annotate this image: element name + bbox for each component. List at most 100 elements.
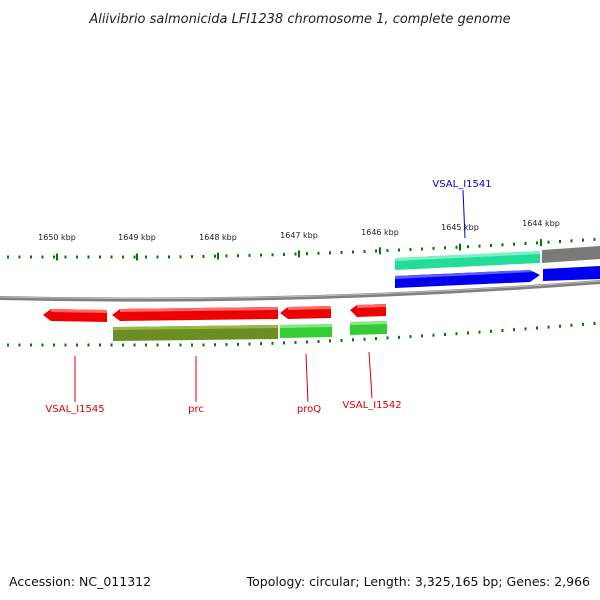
ruler-dot (513, 242, 515, 246)
inner-ruler (7, 322, 596, 347)
ruler-dot (76, 343, 78, 347)
ruler-dot (76, 255, 78, 259)
ruler-dot (271, 253, 274, 257)
ruler-dot (179, 255, 182, 259)
ruler-dot (202, 254, 205, 258)
ruler-dot (64, 255, 67, 259)
ruler-dot (30, 343, 32, 347)
ruler-dot (179, 343, 182, 347)
ruler-major-tick (136, 253, 138, 261)
ruler-dot (409, 248, 412, 251)
ruler-dot (41, 255, 44, 259)
ruler-dot (283, 252, 285, 256)
ruler-major-tick (298, 250, 300, 258)
ruler-dot (467, 331, 469, 335)
ruler-dot (421, 247, 423, 251)
ruler-dot (18, 343, 21, 347)
ruler-dot (432, 246, 435, 250)
ruler-dot (237, 342, 239, 346)
ruler-dot (501, 329, 504, 332)
ruler-dot (260, 253, 262, 257)
ruler-dot (145, 343, 147, 347)
ruler-dot (248, 342, 251, 346)
ruler-dot (467, 245, 469, 249)
ruler-dot (432, 333, 435, 337)
genome-summary-text: Topology: circular; Length: 3,325,165 bp… (246, 574, 590, 589)
ruler-dot (156, 343, 159, 347)
ruler-dot (87, 343, 90, 347)
ruler-dot (513, 328, 515, 332)
ruler-dot (340, 250, 343, 254)
tick-label-1646: 1646 kbp (361, 228, 399, 237)
ruler-dot (7, 343, 9, 347)
ruler-dot (30, 255, 32, 259)
ruler-dot (455, 245, 458, 249)
ruler-dot (582, 238, 584, 242)
ruler-dot (536, 241, 538, 245)
chromosome-backbone (0, 280, 600, 302)
outer-ruler (7, 237, 596, 261)
ruler-dot (306, 340, 308, 344)
ruler-dot (294, 340, 297, 344)
gene-label-vsal-i1545[interactable]: VSAL_I1545 (45, 404, 104, 415)
ruler-dot (225, 254, 228, 258)
ruler-dot (110, 343, 113, 347)
ruler-dot (260, 342, 262, 346)
ruler-dot (191, 255, 193, 259)
ruler-dot (191, 343, 193, 347)
gene-label-vsal-i1542[interactable]: VSAL_I1542 (342, 400, 401, 411)
ruler-dot (214, 254, 216, 258)
ruler-labels: 1650 kbp 1649 kbp 1648 kbp 1647 kbp 1646… (38, 219, 560, 242)
ruler-dot (363, 337, 366, 341)
ruler-dot (570, 239, 573, 243)
ruler-dot (559, 324, 561, 328)
ruler-dot (214, 343, 216, 347)
ruler-dot (363, 250, 366, 253)
other-feature[interactable] (542, 246, 600, 263)
ruler-dot (168, 343, 170, 347)
ruler-dot (455, 332, 458, 336)
ruler-dot (386, 249, 389, 252)
ruler-dot (64, 343, 67, 347)
ruler-major-tick (56, 253, 58, 261)
accession-text: Accession: NC_011312 (9, 574, 151, 589)
ruler-dot (41, 343, 44, 347)
gene-label-vsal-i1541[interactable]: VSAL_I1541 (432, 179, 491, 190)
tick-label-1650: 1650 kbp (38, 233, 76, 242)
ruler-dot (99, 343, 101, 347)
ruler-dot (444, 333, 446, 336)
ruler-dot (18, 255, 21, 259)
gene-label-proq[interactable]: proQ (297, 404, 321, 415)
ruler-dot (421, 334, 423, 338)
ruler-dot (248, 253, 251, 257)
tick-label-1645: 1645 kbp (441, 223, 479, 232)
gene-label-prc[interactable]: prc (188, 404, 204, 415)
ruler-dot (570, 323, 573, 327)
ruler-dot (237, 254, 239, 258)
ruler-dot (340, 338, 343, 342)
ruler-dot (524, 242, 527, 245)
ruler-major-tick (379, 247, 381, 255)
tick-label-1649: 1649 kbp (118, 233, 156, 242)
ruler-dot (133, 255, 136, 259)
ruler-dot (478, 330, 481, 334)
ruler-major-tick (540, 239, 542, 247)
ruler-dot (87, 255, 90, 259)
ruler-dot (145, 255, 147, 259)
ruler-dot (122, 343, 124, 347)
ruler-dot (225, 343, 228, 347)
ruler-dot (352, 250, 354, 254)
ruler-dot (490, 244, 492, 247)
genome-title: Aliivibrio salmonicida LFI1238 chromosom… (88, 12, 510, 27)
ruler-dot (306, 252, 308, 256)
ruler-dot (524, 327, 527, 331)
ruler-dot (398, 248, 400, 252)
forward-cds-feature-2[interactable] (543, 266, 600, 281)
ruler-dot (202, 343, 205, 347)
ruler-dot (409, 335, 412, 339)
forward-strand-features (395, 246, 600, 288)
ruler-dot (593, 237, 596, 241)
tick-label-1648: 1648 kbp (199, 233, 237, 242)
ruler-dot (53, 255, 55, 259)
